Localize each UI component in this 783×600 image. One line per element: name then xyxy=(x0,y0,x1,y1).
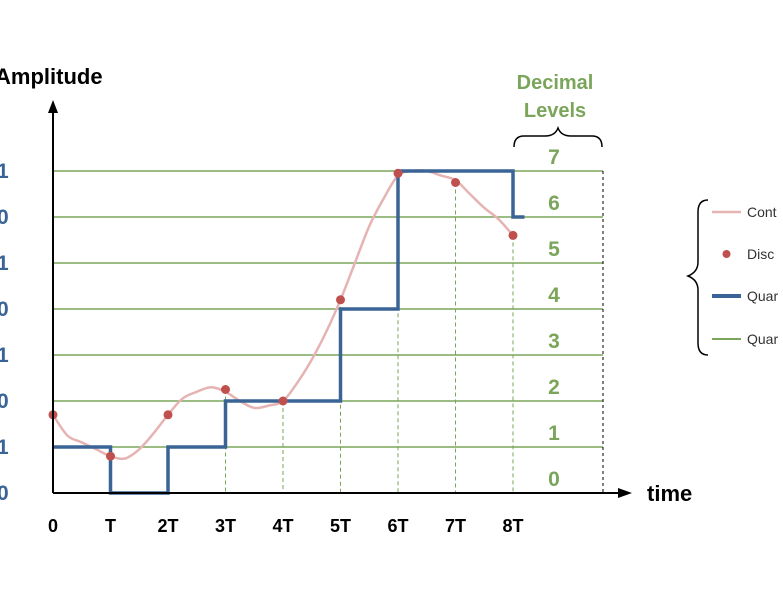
x-tick-1: T xyxy=(105,516,116,536)
x-tick-labels: 0 T 2T 3T 4T 5T 6T 7T 8T xyxy=(48,516,524,536)
x-tick-4: 4T xyxy=(272,516,293,536)
binary-label-4: 0 xyxy=(0,298,9,321)
sample-point-1 xyxy=(106,451,115,461)
decimal-label-3: 3 xyxy=(548,330,560,353)
x-tick-8: 8T xyxy=(502,516,523,536)
x-axis-label: time xyxy=(647,481,692,506)
x-axis-arrow-icon xyxy=(618,488,632,498)
binary-label-2: 0 xyxy=(0,390,9,413)
legend-label-1: Disc xyxy=(747,246,774,262)
decimal-brace-icon xyxy=(513,125,603,148)
legend-brace-icon xyxy=(685,199,709,356)
legend: Cont Disc Quar Quar xyxy=(685,199,778,356)
quantized-signal xyxy=(53,169,525,495)
binary-label-3: 1 xyxy=(0,344,9,367)
binary-label-1: 1 xyxy=(0,436,9,459)
sample-point-4 xyxy=(278,396,288,406)
legend-swatch-discrete xyxy=(722,250,731,258)
legend-label-2: Quar xyxy=(747,288,778,304)
y-axis-label: Amplitude xyxy=(0,64,103,89)
y-axis-arrow-icon xyxy=(48,100,58,113)
sample-point-6 xyxy=(393,168,403,178)
axes: Amplitude time xyxy=(0,64,692,506)
sample-point-8 xyxy=(508,230,518,240)
legend-label-0: Cont xyxy=(747,204,777,220)
x-tick-5: 5T xyxy=(330,516,351,536)
quantized-staircase xyxy=(53,169,525,495)
decimal-label-4: 4 xyxy=(548,284,560,307)
x-tick-7: 7T xyxy=(445,516,466,536)
quantization-level-lines xyxy=(53,170,604,493)
discrete-samples xyxy=(48,168,518,461)
sample-point-7 xyxy=(451,178,460,187)
sample-guide-lines xyxy=(225,173,514,493)
x-tick-6: 6T xyxy=(387,516,408,536)
decimal-title-line1: Decimal xyxy=(517,72,594,94)
legend-label-3: Quar xyxy=(747,331,778,347)
binary-label-5: 1 xyxy=(0,252,9,275)
x-tick-2: 2T xyxy=(157,516,178,536)
binary-label-0: 0 xyxy=(0,482,9,505)
binary-label-6: 0 xyxy=(0,206,9,229)
decimal-label-7: 7 xyxy=(548,146,560,169)
decimal-title-line2: Levels xyxy=(524,100,586,122)
decimal-label-6: 6 xyxy=(548,192,560,215)
binary-level-labels: 0 1 0 1 0 1 0 1 xyxy=(0,160,9,505)
x-tick-3: 3T xyxy=(215,516,236,536)
x-tick-0: 0 xyxy=(48,516,58,536)
sample-point-3 xyxy=(221,385,230,394)
decimal-label-2: 2 xyxy=(548,376,560,399)
sample-point-5 xyxy=(336,295,345,305)
decimal-level-labels: Decimal Levels 0 1 2 3 4 5 6 7 xyxy=(513,72,603,491)
decimal-label-1: 1 xyxy=(548,422,560,445)
decimal-label-0: 0 xyxy=(548,468,560,491)
decimal-label-5: 5 xyxy=(548,238,560,261)
sample-point-2 xyxy=(163,410,173,420)
binary-label-7: 1 xyxy=(0,160,9,183)
